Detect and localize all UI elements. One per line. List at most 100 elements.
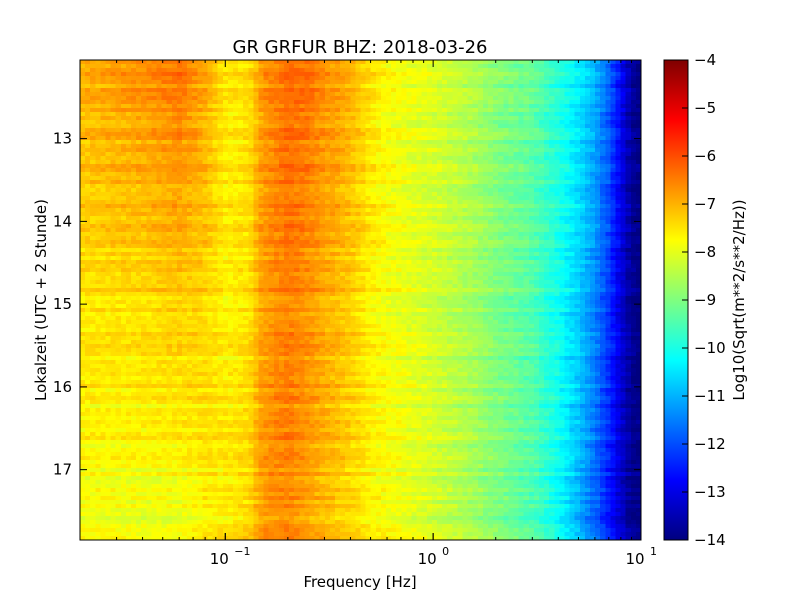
- heatmap-cell: [207, 64, 214, 69]
- heatmap-cell: [549, 112, 555, 117]
- heatmap-cell: [340, 216, 346, 221]
- heatmap-cell: [197, 156, 203, 161]
- heatmap-cell: [100, 140, 107, 145]
- heatmap-cell: [146, 116, 152, 121]
- heatmap-cell: [90, 132, 96, 137]
- heatmap-cell: [600, 60, 606, 65]
- heatmap-cell: [539, 184, 545, 189]
- heatmap-cell: [437, 220, 443, 225]
- heatmap-cell: [574, 164, 581, 169]
- heatmap-cell: [314, 196, 321, 201]
- heatmap-cell: [233, 168, 239, 173]
- heatmap-cell: [467, 188, 474, 193]
- heatmap-cell: [115, 184, 122, 189]
- heatmap-cell: [590, 116, 596, 121]
- heatmap-cell: [324, 160, 331, 165]
- heatmap-cell: [625, 168, 632, 173]
- heatmap-cell: [141, 96, 147, 101]
- heatmap-cell: [222, 104, 229, 109]
- heatmap-cell: [595, 180, 601, 185]
- heatmap-cell: [187, 216, 193, 221]
- heatmap-cell: [447, 236, 453, 241]
- heatmap-cell: [90, 180, 96, 185]
- heatmap-cell: [314, 184, 321, 189]
- heatmap-cell: [202, 224, 209, 229]
- heatmap-cell: [212, 64, 219, 69]
- heatmap-cell: [258, 228, 265, 233]
- heatmap-cell: [273, 164, 280, 169]
- heatmap-cell: [559, 100, 566, 105]
- heatmap-cell: [253, 228, 260, 233]
- heatmap-cell: [569, 64, 576, 69]
- heatmap-cell: [95, 184, 101, 189]
- heatmap-cell: [146, 84, 152, 89]
- heatmap-cell: [136, 224, 142, 229]
- heatmap-cell: [401, 84, 407, 89]
- heatmap-cell: [248, 144, 254, 149]
- heatmap-cell: [299, 144, 305, 149]
- heatmap-cell: [329, 76, 336, 81]
- heatmap-cell: [350, 84, 356, 89]
- heatmap-cell: [217, 236, 224, 241]
- heatmap-cell: [120, 236, 127, 241]
- heatmap-cell: [539, 64, 545, 69]
- heatmap-cell: [146, 196, 152, 201]
- heatmap-cell: [273, 236, 280, 241]
- heatmap-cell: [151, 124, 158, 129]
- heatmap-cell: [227, 68, 234, 73]
- heatmap-cell: [401, 132, 407, 137]
- heatmap-cell: [151, 236, 158, 241]
- heatmap-cell: [533, 96, 540, 101]
- heatmap-cell: [605, 140, 611, 145]
- heatmap-cell: [472, 232, 479, 237]
- heatmap-cell: [370, 224, 377, 229]
- heatmap-cell: [503, 220, 509, 225]
- heatmap-cell: [289, 160, 295, 165]
- heatmap-cell: [151, 152, 158, 157]
- heatmap-cell: [533, 216, 540, 221]
- heatmap-cell: [391, 236, 397, 241]
- heatmap-cell: [131, 216, 137, 221]
- heatmap-cell: [365, 192, 372, 197]
- heatmap-cell: [115, 96, 122, 101]
- heatmap-cell: [263, 60, 270, 65]
- heatmap-cell: [253, 196, 260, 201]
- heatmap-cell: [360, 132, 367, 137]
- heatmap-cell: [360, 68, 367, 73]
- heatmap-cell: [579, 144, 586, 149]
- heatmap-cell: [238, 140, 244, 145]
- heatmap-cell: [345, 80, 351, 85]
- heatmap-cell: [462, 108, 469, 113]
- heatmap-cell: [355, 220, 362, 225]
- heatmap-cell: [360, 204, 367, 209]
- heatmap-cell: [493, 68, 499, 73]
- heatmap-cell: [610, 128, 617, 133]
- heatmap-cell: [309, 132, 316, 137]
- heatmap-cell: [569, 196, 576, 201]
- heatmap-cell: [80, 120, 86, 125]
- heatmap-cell: [131, 176, 137, 181]
- heatmap-cell: [278, 68, 285, 73]
- heatmap-cell: [477, 68, 484, 73]
- heatmap-cell: [503, 232, 509, 237]
- heatmap-cell: [217, 140, 224, 145]
- heatmap-cell: [467, 112, 474, 117]
- heatmap-cell: [498, 148, 504, 153]
- heatmap-cell: [110, 120, 117, 125]
- heatmap-cell: [314, 120, 321, 125]
- heatmap-cell: [110, 176, 117, 181]
- heatmap-cell: [493, 184, 499, 189]
- heatmap-cell: [635, 224, 642, 229]
- heatmap-cell: [533, 128, 540, 133]
- heatmap-cell: [493, 212, 499, 217]
- heatmap-cell: [115, 100, 122, 105]
- heatmap-cell: [482, 176, 489, 181]
- heatmap-cell: [630, 208, 637, 213]
- heatmap-cell: [105, 100, 112, 105]
- heatmap-cell: [533, 104, 540, 109]
- heatmap-cell: [579, 188, 586, 193]
- heatmap-cell: [324, 232, 331, 237]
- heatmap-cell: [120, 68, 127, 73]
- heatmap-cell: [324, 104, 331, 109]
- heatmap-cell: [151, 224, 158, 229]
